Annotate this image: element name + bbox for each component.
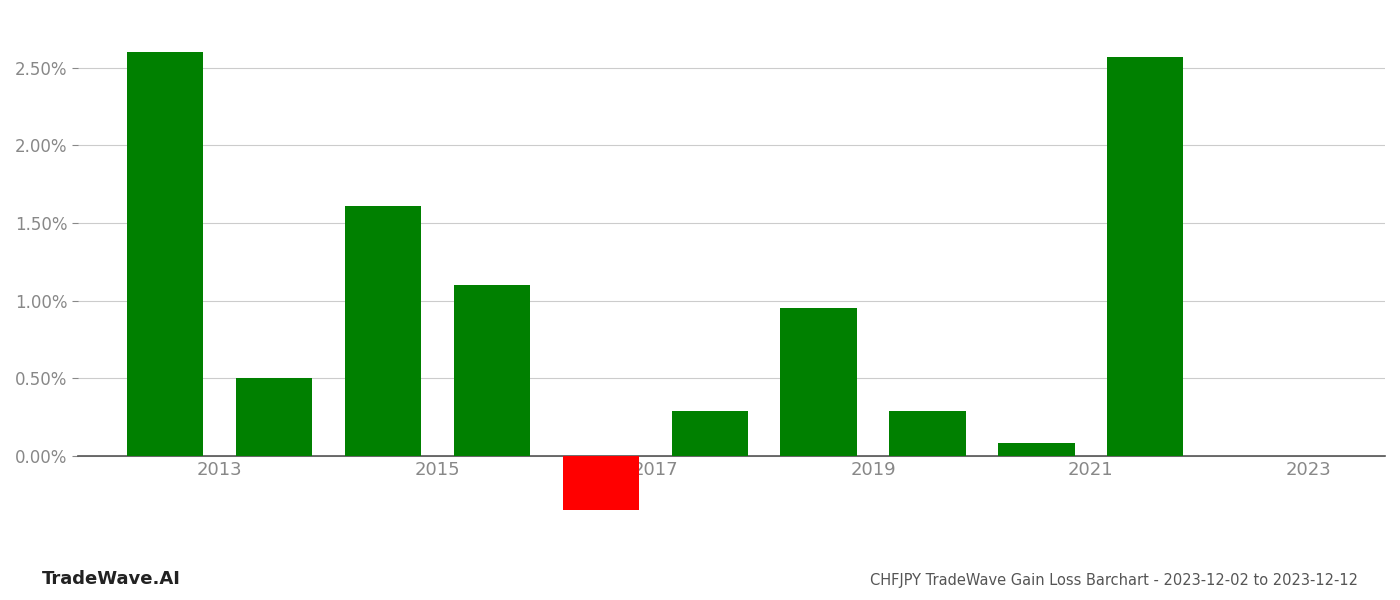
Bar (672, 411, 748, 456)
Bar (235, 378, 312, 456)
Bar (344, 206, 421, 456)
Bar (889, 411, 966, 456)
Bar (1107, 57, 1183, 456)
Text: TradeWave.AI: TradeWave.AI (42, 570, 181, 588)
Text: CHFJPY TradeWave Gain Loss Barchart - 2023-12-02 to 2023-12-12: CHFJPY TradeWave Gain Loss Barchart - 20… (869, 573, 1358, 588)
Bar (454, 285, 531, 456)
Bar (780, 308, 857, 456)
Bar (127, 52, 203, 456)
Bar (563, 456, 638, 510)
Bar (998, 443, 1075, 456)
